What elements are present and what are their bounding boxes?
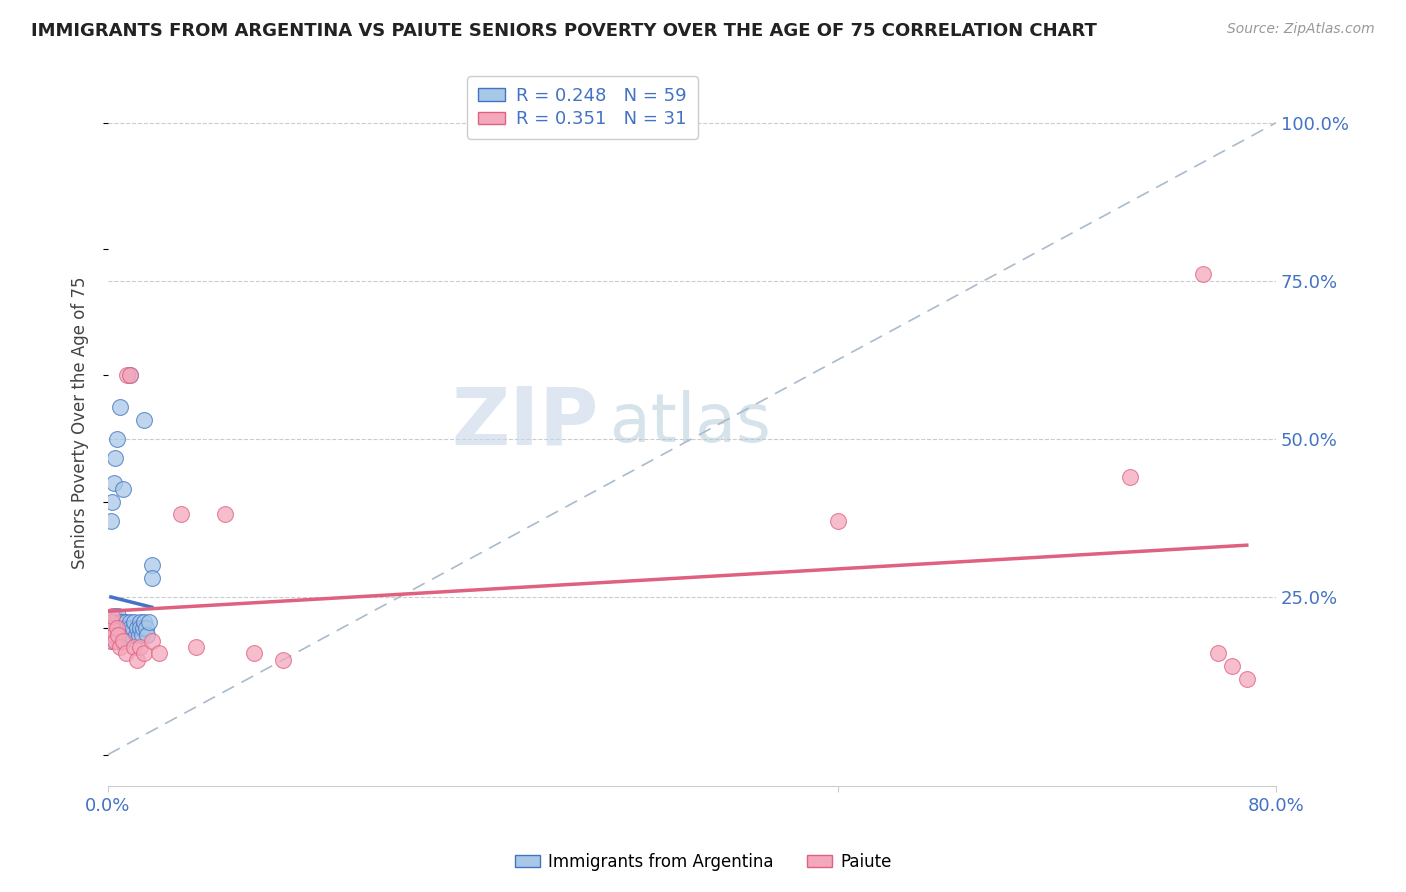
Legend: R = 0.248   N = 59, R = 0.351   N = 31: R = 0.248 N = 59, R = 0.351 N = 31 (467, 76, 697, 139)
Text: ZIP: ZIP (451, 384, 599, 462)
Point (108, 621, 131, 635)
Point (134, 413, 156, 427)
Point (107, 608, 129, 623)
Point (136, 627, 159, 641)
Point (112, 627, 135, 641)
Point (104, 633, 127, 648)
Point (184, 640, 207, 655)
Point (105, 615, 128, 629)
Point (107, 621, 129, 635)
Point (120, 627, 142, 641)
Point (105, 627, 128, 641)
Point (107, 627, 129, 641)
Point (103, 627, 125, 641)
Point (100, 633, 122, 648)
Point (122, 615, 145, 629)
Point (134, 647, 156, 661)
Point (108, 400, 131, 414)
Point (138, 615, 160, 629)
Point (129, 621, 152, 635)
Point (103, 475, 125, 490)
Point (129, 640, 152, 655)
Point (108, 627, 131, 641)
Point (101, 495, 124, 509)
Point (104, 615, 127, 629)
Point (98, 627, 121, 641)
Point (127, 653, 149, 667)
Point (105, 621, 128, 635)
Point (100, 627, 122, 641)
Point (118, 368, 141, 383)
Point (112, 621, 135, 635)
Y-axis label: Seniors Poverty Over the Age of 75: Seniors Poverty Over the Age of 75 (72, 277, 89, 569)
Point (101, 608, 124, 623)
Point (122, 640, 145, 655)
Point (243, 647, 266, 661)
Point (111, 633, 134, 648)
Point (110, 627, 132, 641)
Point (111, 633, 134, 648)
Point (103, 627, 125, 641)
Point (107, 627, 129, 641)
Point (108, 615, 131, 629)
Point (170, 508, 193, 522)
Point (111, 482, 134, 496)
Text: IMMIGRANTS FROM ARGENTINA VS PAIUTE SENIORS POVERTY OVER THE AGE OF 75 CORRELATI: IMMIGRANTS FROM ARGENTINA VS PAIUTE SENI… (31, 22, 1097, 40)
Point (125, 627, 148, 641)
Point (104, 450, 127, 465)
Point (101, 615, 124, 629)
Point (115, 368, 138, 383)
Point (100, 514, 122, 528)
Point (141, 558, 163, 572)
Point (131, 627, 153, 641)
Point (115, 621, 138, 635)
Point (117, 627, 139, 641)
Point (103, 608, 125, 623)
Point (101, 621, 124, 635)
Point (1220, 659, 1243, 673)
Point (1192, 268, 1215, 282)
Legend: Immigrants from Argentina, Paiute: Immigrants from Argentina, Paiute (506, 845, 900, 880)
Point (111, 621, 134, 635)
Point (134, 615, 156, 629)
Point (271, 653, 294, 667)
Point (105, 432, 128, 446)
Point (141, 633, 163, 648)
Text: Source: ZipAtlas.com: Source: ZipAtlas.com (1227, 22, 1375, 37)
Point (129, 615, 152, 629)
Point (104, 627, 127, 641)
Point (114, 647, 136, 661)
Point (104, 621, 127, 635)
Point (103, 621, 125, 635)
Point (148, 647, 170, 661)
Point (141, 571, 163, 585)
Point (1119, 469, 1142, 483)
Point (1206, 647, 1229, 661)
Point (111, 615, 134, 629)
Point (104, 633, 127, 648)
Point (827, 514, 849, 528)
Point (118, 621, 141, 635)
Point (114, 621, 136, 635)
Point (118, 615, 141, 629)
Point (101, 633, 124, 648)
Point (128, 627, 150, 641)
Point (101, 621, 124, 635)
Point (107, 633, 129, 648)
Point (121, 621, 143, 635)
Point (100, 615, 122, 629)
Point (1236, 672, 1258, 686)
Point (118, 368, 141, 383)
Point (108, 640, 131, 655)
Text: atlas: atlas (610, 390, 770, 456)
Point (114, 615, 136, 629)
Point (127, 621, 149, 635)
Point (115, 627, 138, 641)
Point (135, 621, 157, 635)
Point (132, 621, 155, 635)
Point (214, 508, 236, 522)
Point (110, 621, 132, 635)
